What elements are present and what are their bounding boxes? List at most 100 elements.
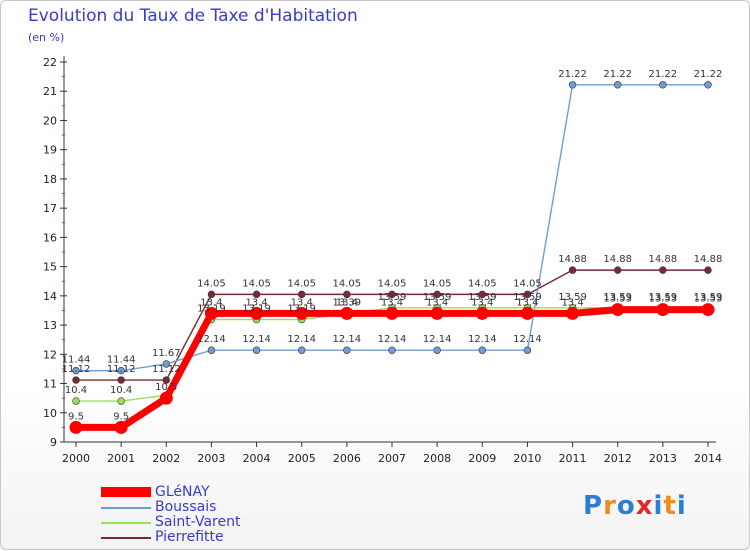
y-tick-label: 18 [43, 173, 57, 186]
x-tick-label: 2007 [378, 452, 406, 465]
y-tick-label: 13 [43, 319, 57, 332]
data-point-pierrefitte [117, 376, 125, 384]
data-label: 13.4 [336, 297, 358, 308]
data-label: 13.4 [561, 297, 583, 308]
data-label: 14.05 [423, 278, 452, 289]
axes: 9 10 11 12 13 14 15 16 17 18 19 20 21 22 2000 2001 2002 2… [43, 56, 722, 465]
data-label: 11.44 [107, 355, 136, 366]
data-label: 21.22 [558, 69, 587, 80]
legend-label: Boussais [155, 499, 217, 515]
logo-letter: P [583, 491, 604, 521]
data-label: 14.88 [603, 254, 632, 265]
data-point-boussais [298, 346, 306, 354]
logo-letter: o [616, 491, 636, 521]
data-point-pierrefitte [207, 290, 216, 299]
data-label: 13.4 [516, 297, 538, 308]
data-label: 14.88 [558, 254, 587, 265]
series-layer [69, 81, 715, 434]
data-point-gl-nay [340, 306, 354, 320]
proxiti-logo: Proxiti [583, 491, 687, 521]
data-label: 12.14 [197, 334, 226, 345]
data-label: 10.4 [65, 385, 87, 396]
unit-label: (en %) [28, 31, 65, 44]
series-line-boussais [76, 84, 708, 372]
data-label: 12.14 [242, 334, 271, 345]
data-point-gl-nay [475, 306, 489, 320]
data-label: 13.53 [649, 294, 678, 305]
data-label: 14.05 [197, 278, 226, 289]
data-label: 21.22 [649, 69, 678, 80]
data-label: 12.14 [287, 334, 316, 345]
data-point-gl-nay [656, 303, 670, 317]
y-tick-label: 16 [43, 231, 57, 244]
data-label: 12.14 [468, 334, 497, 345]
data-point-saint-varent [117, 397, 125, 405]
logo-letter: t [663, 491, 677, 521]
data-point-pierrefitte [568, 266, 577, 274]
data-label: 13.59 [694, 292, 723, 303]
data-label: 11.12 [62, 364, 91, 375]
data-point-pierrefitte [478, 290, 486, 299]
data-point-pierrefitte [162, 376, 170, 384]
data-label: 13.59 [423, 292, 452, 303]
data-point-boussais [252, 346, 261, 354]
x-tick-label: 2005 [288, 452, 316, 465]
data-label: 12.14 [378, 334, 407, 345]
data-label: 14.05 [513, 278, 542, 289]
y-tick-label: 17 [43, 202, 57, 215]
data-point-boussais [433, 346, 441, 354]
y-tick-label: 14 [43, 290, 57, 303]
data-label: 13.4 [291, 297, 313, 308]
y-tick-label: 10 [43, 407, 57, 420]
legend-label: Pierrefitte [155, 529, 224, 545]
data-point-boussais [72, 366, 80, 375]
y-tick-label: 21 [43, 85, 57, 98]
logo-letter: i [653, 491, 664, 521]
data-point-pierrefitte [523, 290, 532, 299]
data-label: 13.59 [468, 292, 497, 303]
data-label: 14.05 [333, 278, 362, 289]
data-label: 14.88 [694, 254, 723, 265]
x-tick-label: 2013 [649, 452, 677, 465]
data-point-pierrefitte [614, 266, 622, 274]
data-label: 13.53 [603, 294, 632, 305]
y-tick-label: 11 [43, 378, 57, 391]
data-label: 10.5 [155, 382, 177, 393]
data-point-gl-nay [430, 306, 444, 320]
data-point-pierrefitte [252, 290, 261, 299]
data-label: 9.5 [113, 411, 129, 422]
data-label: 13.19 [242, 304, 271, 315]
data-label: 14.05 [378, 278, 407, 289]
data-point-saint-varent [72, 397, 80, 405]
data-point-boussais [478, 346, 486, 354]
x-tick-label: 2011 [559, 452, 587, 465]
x-tick-label: 2014 [694, 452, 722, 465]
data-point-pierrefitte [343, 290, 351, 299]
data-point-gl-nay [250, 306, 264, 320]
x-tick-label: 2002 [152, 452, 180, 465]
data-point-gl-nay [295, 306, 309, 320]
data-label: 13.59 [513, 292, 542, 303]
data-point-pierrefitte [659, 266, 667, 274]
logo-letter: i [676, 491, 687, 521]
data-point-boussais [704, 81, 712, 89]
data-label: 14.05 [468, 278, 497, 289]
y-tick-label: 20 [43, 114, 57, 127]
data-label: 13.4 [200, 297, 222, 308]
data-label: 13.59 [558, 292, 587, 303]
data-point-gl-nay [520, 306, 534, 320]
data-label: 13.4 [426, 297, 448, 308]
data-label: 13.19 [287, 304, 316, 315]
data-point-gl-nay [611, 303, 625, 317]
data-label: 14.88 [649, 254, 678, 265]
data-label: 13.59 [603, 292, 632, 303]
x-tick-label: 2003 [197, 452, 225, 465]
legend-label: GLéNAY [155, 484, 210, 500]
data-label: 13.4 [245, 297, 267, 308]
x-tick-label: 2010 [513, 452, 541, 465]
y-tick-label: 19 [43, 144, 57, 157]
x-tick-label: 2004 [243, 452, 271, 465]
data-point-gl-nay [69, 420, 83, 434]
data-label: 13.19 [197, 304, 226, 315]
